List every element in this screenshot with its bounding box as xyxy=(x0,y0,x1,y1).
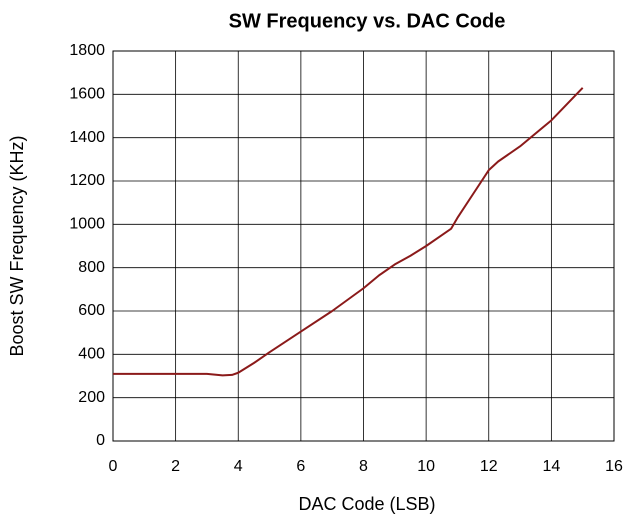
y-tick-label: 0 xyxy=(96,432,105,449)
y-tick-label: 400 xyxy=(78,346,105,363)
y-tick-label: 1000 xyxy=(69,216,105,233)
plot-border xyxy=(112,50,615,442)
chart-title: SW Frequency vs. DAC Code xyxy=(229,10,506,32)
x-axis-label: DAC Code (LSB) xyxy=(298,494,435,514)
y-tick-label: 1800 xyxy=(69,42,105,59)
y-tick-label: 1600 xyxy=(69,86,105,103)
y-axis-label: Boost SW Frequency (KHz) xyxy=(7,135,27,356)
y-tick-label: 800 xyxy=(78,259,105,276)
y-tick-label: 1400 xyxy=(69,129,105,146)
x-tick-label: 4 xyxy=(234,458,243,475)
x-tick-label: 6 xyxy=(296,458,305,475)
x-tick-label: 2 xyxy=(171,458,180,475)
x-tick-label: 14 xyxy=(542,458,560,475)
x-tick-label: 10 xyxy=(417,458,435,475)
y-tick-label: 1200 xyxy=(69,172,105,189)
x-tick-label: 8 xyxy=(359,458,368,475)
y-tick-label: 600 xyxy=(78,302,105,319)
x-tick-label: 12 xyxy=(480,458,498,475)
x-tick-label: 0 xyxy=(109,458,118,475)
x-tick-label: 16 xyxy=(605,458,623,475)
y-tick-label: 200 xyxy=(78,389,105,406)
data-line xyxy=(113,87,584,377)
